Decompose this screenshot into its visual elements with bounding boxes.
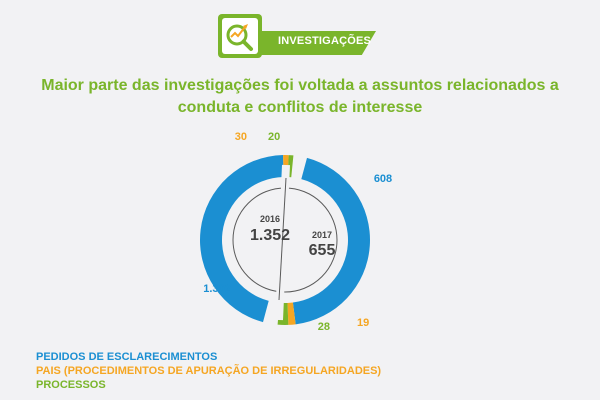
legend-item-processos: PROCESSOS	[36, 379, 106, 391]
center-total-2016: 1.352	[250, 227, 290, 244]
badge-band	[258, 31, 376, 55]
badge-label: INVESTIGAÇÕES	[278, 35, 372, 47]
legend-item-pais: PAIS (PROCEDIMENTOS DE APURAÇÃO DE IRREG…	[36, 365, 382, 377]
value-label-2017-2: 28	[318, 321, 330, 333]
section-badge: INVESTIGAÇÕES	[218, 14, 378, 58]
value-label-2017-1: 19	[357, 317, 369, 329]
magnifier-chart-icon	[222, 18, 258, 54]
donut-2017-segment-1	[287, 302, 296, 325]
center-year-2017: 2017	[312, 230, 332, 240]
value-label-2016-0: 1.302	[203, 283, 231, 295]
donut-2016-segment-0	[199, 155, 284, 323]
value-label-2017-0: 608	[374, 173, 392, 185]
legend-item-pedidos: PEDIDOS DE ESCLARECIMENTOS	[36, 351, 218, 363]
donut-2017-segment-0	[292, 157, 371, 325]
legend: PEDIDOS DE ESCLARECIMENTOS PAIS (PROCEDI…	[36, 350, 381, 392]
center-total-2017: 655	[309, 242, 336, 259]
center-divider	[278, 177, 287, 301]
value-label-2016-1: 30	[235, 131, 247, 143]
value-label-2016-2: 20	[268, 131, 280, 143]
chart-headline: Maior parte das investigações foi voltad…	[41, 77, 559, 116]
badge-icon-box	[218, 14, 262, 58]
center-year-2016: 2016	[260, 214, 280, 224]
